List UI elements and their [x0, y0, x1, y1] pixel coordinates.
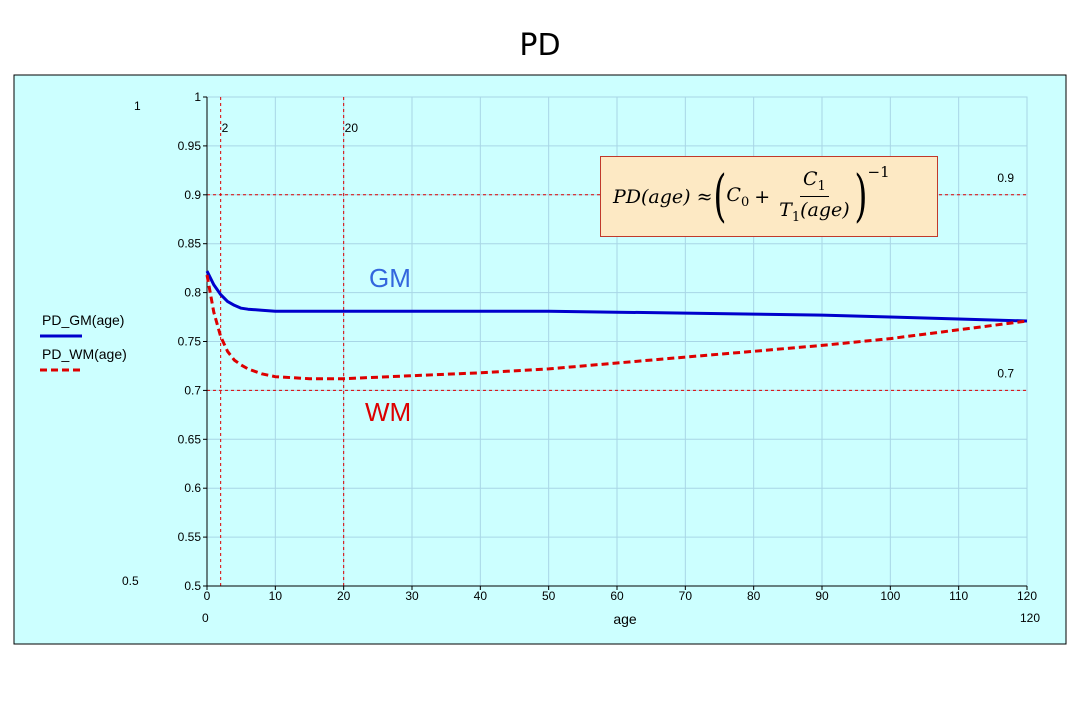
formula-plus: +	[754, 185, 771, 208]
legend-label-gm: PD_GM(age)	[42, 312, 125, 328]
formula-numerator: C1	[800, 168, 829, 197]
x-range-left-label: 0	[202, 611, 209, 625]
x-tick-label: 80	[747, 589, 761, 603]
y-tick-label: 0.75	[178, 335, 202, 349]
marker-horizontal-label: 0.7	[997, 366, 1014, 380]
formula-lhs: PD(age) ≈	[613, 185, 713, 208]
y-tick-label: 0.65	[178, 432, 202, 446]
gm-annotation: GM	[369, 263, 411, 293]
x-range-right-label: 120	[1020, 611, 1041, 625]
axes: 0 10 20 30 40 50 60 70 80 90 100 110 1200.50.550.60.…	[178, 90, 1038, 627]
series-line-wm	[205, 274, 1028, 381]
formula-box: PD(age) ≈ ( C0 + C1 T1(age) ) −1	[600, 156, 938, 237]
formula-open-paren: (	[712, 163, 727, 229]
y-tick-label: 0.85	[178, 237, 202, 251]
x-tick-label: 40	[474, 589, 488, 603]
y-tick-label: 0.8	[184, 286, 201, 300]
y-tick-label: 0.95	[178, 139, 202, 153]
x-tick-label: 120	[1017, 589, 1037, 603]
x-tick-label: 90	[815, 589, 829, 603]
x-tick-label: 0	[204, 589, 211, 603]
y-tick-label: 0.55	[178, 530, 202, 544]
x-axis-label: age	[613, 611, 637, 627]
y-tick-label: 0.6	[184, 481, 201, 495]
y-tick-label: 0.9	[184, 188, 201, 202]
x-tick-label: 100	[880, 589, 900, 603]
x-tick-label: 60	[610, 589, 624, 603]
series-line-gm	[205, 270, 1028, 323]
formula-fraction: C1 T1(age)	[779, 168, 850, 225]
formula-exponent: −1	[867, 163, 890, 181]
x-tick-label: 50	[542, 589, 556, 603]
marker-vertical-label: 20	[345, 121, 359, 135]
y-tick-label: 1	[194, 90, 201, 104]
x-tick-label: 10	[269, 589, 283, 603]
x-tick-label: 110	[949, 589, 968, 603]
x-tick-label: 30	[405, 589, 419, 603]
formula-c0: C0	[726, 183, 750, 210]
formula-close-paren: )	[854, 163, 868, 229]
legend-label-wm: PD_WM(age)	[42, 346, 127, 362]
y-range-bottom-label: 0.5	[122, 574, 139, 588]
y-tick-label: 0.7	[184, 383, 201, 397]
y-tick-label: 0.5	[184, 579, 201, 593]
x-tick-label: 20	[337, 589, 351, 603]
wm-annotation: WM	[365, 397, 412, 427]
x-tick-label: 70	[679, 589, 693, 603]
y-range-top-label: 1	[134, 99, 141, 113]
slide-title: PD	[519, 28, 561, 63]
legend	[40, 334, 82, 372]
series	[205, 270, 1028, 381]
marker-vertical-label: 2	[222, 121, 229, 135]
formula-denominator: T1(age)	[779, 199, 850, 225]
marker-horizontal-label: 0.9	[997, 171, 1014, 185]
